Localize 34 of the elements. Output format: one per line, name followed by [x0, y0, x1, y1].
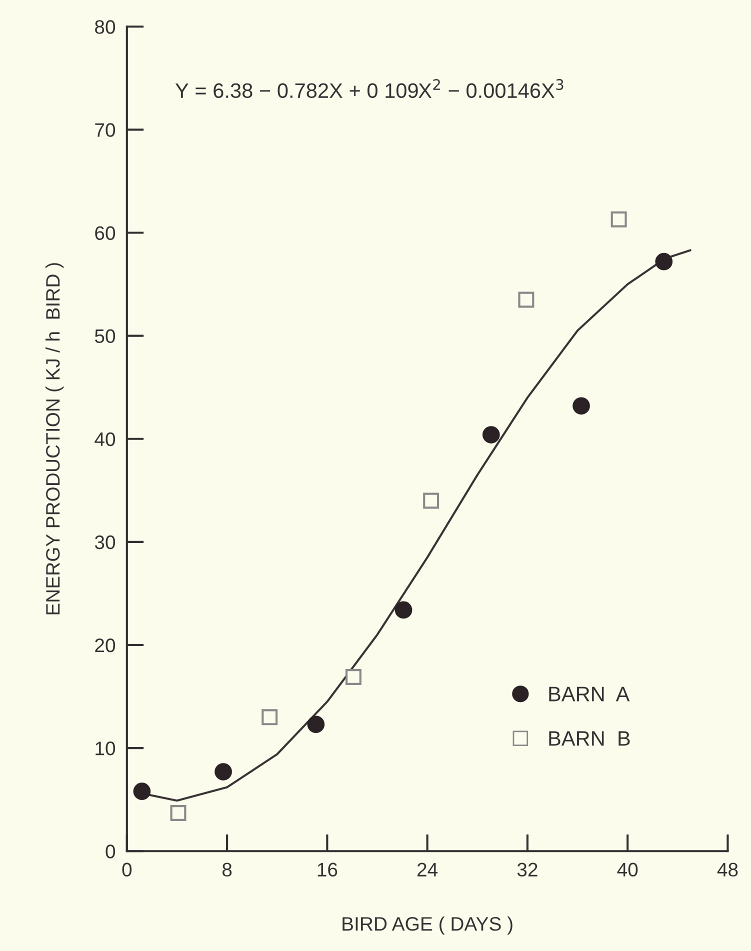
y-tick-label: 70 — [95, 123, 116, 137]
point — [482, 426, 500, 444]
y-tick-label: 40 — [94, 432, 116, 446]
annotation: Y = 6.38 − 0.782X + 0 109X$^{2}$ − 0.00146X$^{3}$ — [175, 79, 564, 98]
y-axis-title: ENERGY PRODUCTION ( KJ / h BIRD ) — [46, 263, 64, 614]
point — [423, 492, 440, 509]
x-tick-label: 40 — [617, 862, 638, 877]
x-tick-label: 0 — [122, 862, 132, 877]
x-tick-label: 16 — [318, 862, 338, 877]
y-tick-label: 60 — [95, 226, 116, 240]
y-tick-label: 0 — [106, 844, 116, 858]
point — [170, 805, 186, 821]
point — [262, 709, 278, 726]
legend-label: BARN A — [549, 686, 630, 702]
point — [655, 252, 673, 270]
x-tick-label: 24 — [417, 862, 438, 876]
x-tick-label: 32 — [517, 862, 538, 877]
point — [572, 397, 590, 415]
point — [610, 211, 627, 228]
legend-label: BARN B — [549, 731, 630, 746]
y-tick-label: 80 — [95, 20, 116, 34]
y-tick-label: 30 — [94, 535, 116, 550]
point — [133, 782, 151, 800]
y-tick-label: 10 — [96, 742, 116, 756]
x-axis-title: BIRD AGE ( DAYS ) — [342, 916, 512, 935]
point — [307, 716, 325, 734]
y-tick-label: 50 — [94, 329, 116, 344]
point — [394, 601, 412, 619]
y-tick-label: 20 — [95, 638, 116, 652]
x-tick-label: 48 — [717, 862, 738, 877]
x-tick-label: 8 — [222, 862, 232, 877]
point — [518, 292, 534, 308]
point — [345, 668, 362, 685]
point — [214, 763, 232, 780]
